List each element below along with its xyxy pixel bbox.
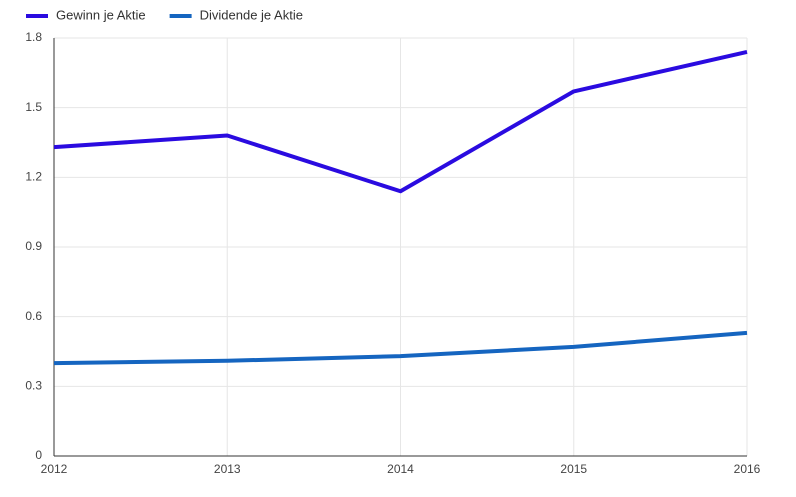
y-tick-label: 0.6 [25, 309, 42, 323]
legend-text: Gewinn je Aktie [56, 7, 146, 22]
y-tick-label: 1.8 [25, 30, 42, 44]
legend-text: Dividende je Aktie [200, 7, 303, 22]
x-tick-label: 2014 [387, 462, 414, 476]
y-tick-label: 0.9 [25, 239, 42, 253]
y-tick-label: 1.2 [25, 170, 42, 184]
y-tick-label: 0.3 [25, 379, 42, 393]
y-tick-label: 0 [35, 448, 42, 462]
series-line [53, 49, 748, 194]
x-tick-label: 2016 [734, 462, 761, 476]
x-tick-label: 2015 [560, 462, 587, 476]
x-tick-label: 2013 [214, 462, 241, 476]
y-tick-label: 1.5 [25, 100, 42, 114]
series-line [53, 330, 748, 366]
x-tick-label: 2012 [41, 462, 68, 476]
